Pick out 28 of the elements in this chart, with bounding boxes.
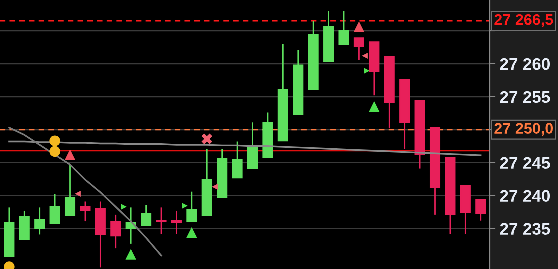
candlestick — [338, 10, 350, 46]
candlestick — [19, 210, 30, 241]
candlestick — [171, 210, 182, 235]
point — [50, 136, 60, 146]
y-tick-label: 27 260 — [500, 58, 550, 70]
candlestick — [476, 199, 486, 222]
point — [64, 150, 76, 160]
candlestick — [110, 214, 122, 250]
candlestick — [80, 201, 91, 222]
point — [126, 249, 136, 260]
candlestick — [50, 194, 60, 224]
y-tick-label: 27 245 — [500, 157, 550, 170]
point — [202, 134, 213, 144]
point — [186, 227, 198, 238]
ref-line-label: 27 266,5 — [494, 14, 554, 28]
candlestick — [141, 204, 152, 226]
candlestick — [34, 206, 46, 236]
ref-line-label: 27 250,0 — [494, 123, 554, 136]
y-tick-label: 27 235 — [500, 223, 550, 236]
line-series — [8, 127, 162, 257]
y-tick-label: 27 240 — [500, 190, 550, 202]
candlestick — [247, 122, 258, 170]
point — [354, 22, 365, 32]
point — [369, 101, 380, 112]
candlestick — [232, 141, 243, 179]
point — [50, 146, 60, 158]
candlestick — [156, 206, 167, 235]
y-tick-label: 27 255 — [500, 91, 550, 104]
